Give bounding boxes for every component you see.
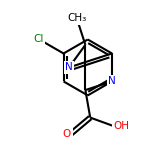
Text: OH: OH bbox=[114, 121, 130, 131]
Text: N: N bbox=[108, 76, 116, 86]
Text: CH₃: CH₃ bbox=[67, 13, 86, 23]
Text: O: O bbox=[63, 129, 71, 139]
Text: N: N bbox=[65, 62, 73, 73]
Text: Cl: Cl bbox=[33, 34, 43, 44]
